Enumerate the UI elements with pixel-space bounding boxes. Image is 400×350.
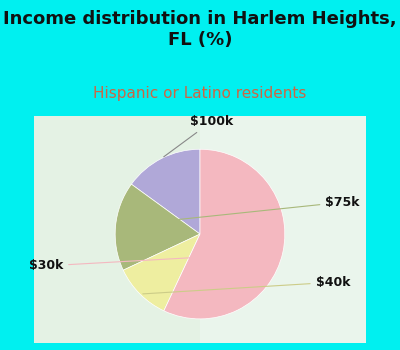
Wedge shape: [131, 149, 200, 234]
Wedge shape: [164, 149, 285, 319]
Wedge shape: [115, 184, 200, 270]
Text: $30k: $30k: [29, 253, 280, 272]
FancyBboxPatch shape: [200, 116, 366, 343]
Text: $75k: $75k: [118, 196, 360, 226]
Wedge shape: [123, 234, 200, 311]
Text: Hispanic or Latino residents: Hispanic or Latino residents: [93, 86, 307, 101]
Text: $40k: $40k: [143, 276, 350, 294]
Text: Income distribution in Harlem Heights,
FL (%): Income distribution in Harlem Heights, F…: [3, 10, 397, 49]
Text: $100k: $100k: [164, 115, 233, 157]
FancyBboxPatch shape: [30, 112, 370, 347]
